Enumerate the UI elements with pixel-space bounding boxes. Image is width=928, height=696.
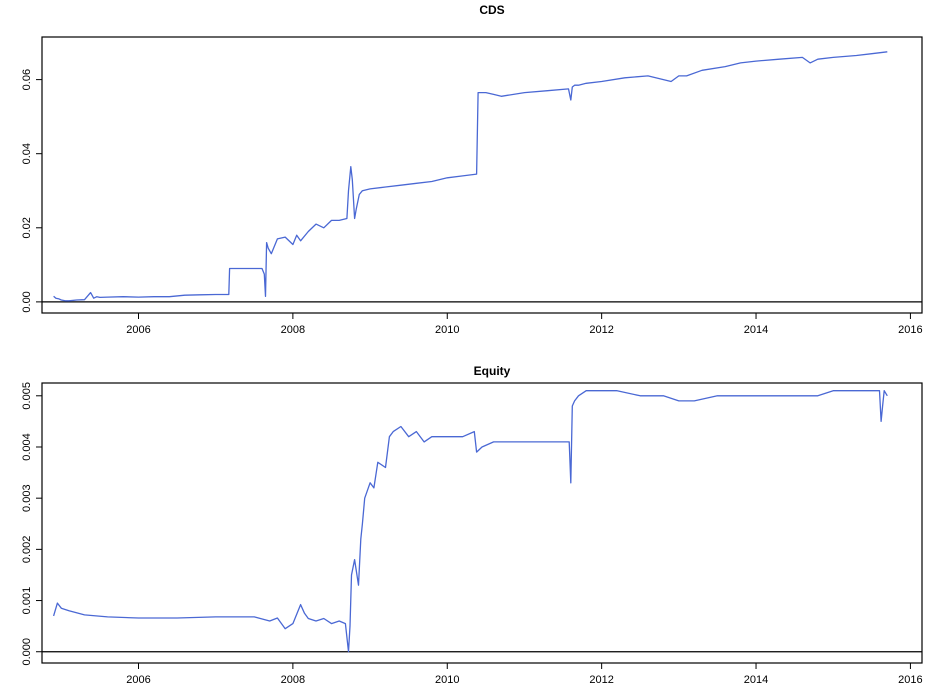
cds-x-axis: 2006 2008 2010 2012 2014 2016 — [126, 313, 923, 336]
cds-x-tick-label: 2012 — [589, 324, 613, 336]
cds-y-tick-label: 0.04 — [21, 143, 33, 164]
cds-series-line — [53, 51, 888, 302]
cds-x-tick-label: 2008 — [281, 324, 305, 336]
equity-y-tick-label: 0.003 — [21, 484, 33, 512]
equity-y-tick-label: 0.001 — [21, 587, 33, 615]
cds-x-tick-label: 2006 — [126, 324, 150, 336]
equity-y-tick-label: 0.002 — [21, 536, 33, 564]
cds-plot-frame — [41, 36, 923, 314]
cds-x-tick-label: 2014 — [744, 324, 768, 336]
equity-y-tick-label: 0.000 — [21, 638, 33, 666]
equity-y-tick-label: 0.004 — [21, 433, 33, 461]
equity-x-tick-label: 2006 — [126, 674, 150, 686]
cds-x-tick-label: 2010 — [435, 324, 459, 336]
equity-plot-frame — [41, 382, 923, 664]
equity-x-tick-label: 2010 — [435, 674, 459, 686]
cds-y-tick-label: 0.06 — [21, 69, 33, 90]
cds-x-tick-label: 2016 — [898, 324, 922, 336]
equity-x-tick-label: 2014 — [744, 674, 768, 686]
equity-x-tick-label: 2012 — [589, 674, 613, 686]
equity-x-axis: 2006 2008 2010 2012 2014 2016 — [126, 663, 923, 686]
cds-y-axis: 0.00 0.02 0.04 0.06 — [21, 69, 42, 313]
equity-series-line — [52, 390, 888, 653]
equity-y-tick-label: 0.005 — [21, 382, 33, 410]
cds-y-tick-label: 0.00 — [21, 291, 33, 312]
equity-y-axis: 0.000 0.001 0.002 0.003 0.004 0.005 — [21, 382, 42, 666]
equity-x-tick-label: 2008 — [281, 674, 305, 686]
equity-x-tick-label: 2016 — [898, 674, 922, 686]
equity-panel: Equity 2006 2008 2010 2012 2014 2016 0.0000.0… — [21, 364, 923, 686]
cds-y-tick-label: 0.02 — [21, 217, 33, 238]
equity-title: Equity — [474, 364, 511, 378]
cds-panel: CDS 2006 2008 2010 2012 2014 2016 0.000.020.0… — [21, 3, 923, 336]
cds-title: CDS — [479, 3, 504, 17]
